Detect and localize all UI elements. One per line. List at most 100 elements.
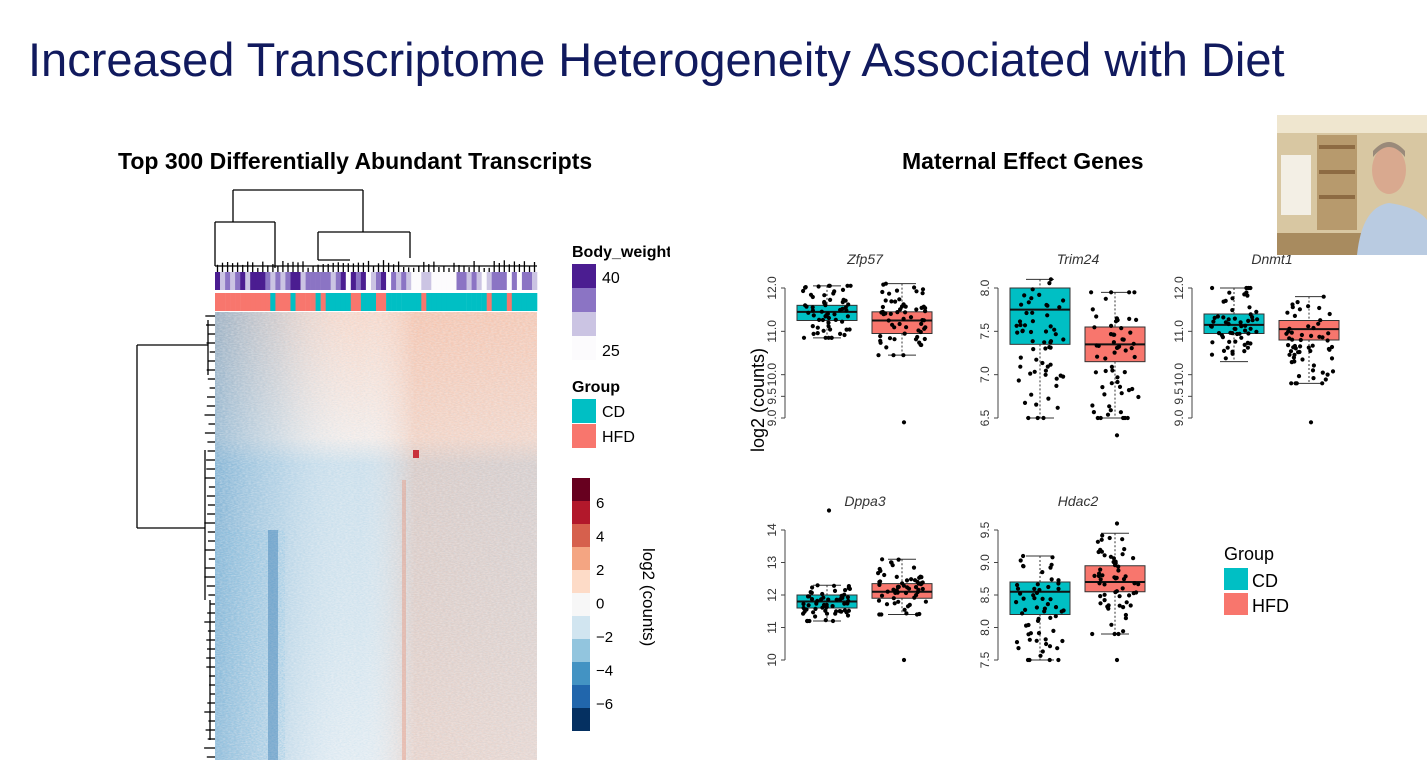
jitter-point bbox=[823, 335, 828, 340]
jitter-point bbox=[1090, 307, 1095, 312]
group-cell bbox=[396, 293, 402, 311]
color-legend-tick: 0 bbox=[596, 596, 604, 613]
jitter-point bbox=[1043, 372, 1048, 377]
jitter-point bbox=[1223, 320, 1228, 325]
jitter-point bbox=[1117, 384, 1123, 389]
group-cell bbox=[245, 293, 251, 311]
body-weight-cell bbox=[391, 272, 397, 290]
boxplot-panel-zfp57: Zfp57 9.0 9.510.0 11.0 12.0 bbox=[765, 251, 933, 426]
jitter-point bbox=[880, 289, 885, 295]
jitter-point bbox=[1112, 563, 1118, 568]
jitter-point bbox=[905, 585, 910, 590]
color-legend-swatch bbox=[572, 478, 590, 501]
group-cell bbox=[371, 293, 377, 311]
jitter-point bbox=[828, 297, 833, 302]
jitter-point bbox=[1288, 349, 1294, 354]
jitter-point bbox=[1327, 347, 1332, 352]
jitter-point bbox=[1040, 649, 1045, 654]
box-cd bbox=[1009, 581, 1071, 615]
jitter-point bbox=[1030, 339, 1035, 344]
jitter-point bbox=[889, 299, 894, 304]
jitter-point bbox=[1233, 339, 1238, 344]
boxplot-panel-trim24: Trim24 6.5 7.0 7.5 8.0 bbox=[978, 251, 1146, 438]
jitter-point bbox=[1209, 352, 1215, 357]
body-weight-cell bbox=[310, 272, 316, 290]
jitter-point bbox=[810, 308, 815, 313]
jitter-point bbox=[1294, 381, 1299, 386]
jitter-point bbox=[1289, 330, 1294, 335]
jitter-point bbox=[1221, 299, 1226, 304]
jitter-point bbox=[1136, 582, 1141, 587]
jitter-point bbox=[1226, 317, 1231, 322]
jitter-point bbox=[1098, 594, 1103, 599]
body-weight-legend-title: Body_weight bbox=[572, 244, 670, 261]
jitter-point bbox=[912, 578, 918, 583]
jitter-point bbox=[1119, 326, 1124, 331]
jitter-point bbox=[838, 597, 843, 602]
boxplot-legend-cd-label: CD bbox=[1252, 571, 1278, 591]
jitter-point bbox=[1208, 323, 1214, 329]
jitter-point bbox=[1232, 316, 1237, 321]
group-legend-hfd-key bbox=[572, 424, 596, 448]
jitter-point bbox=[826, 324, 831, 329]
color-legend-swatch bbox=[572, 524, 590, 547]
jitter-point bbox=[901, 316, 906, 321]
jitter-point bbox=[1098, 601, 1103, 606]
group-cell bbox=[381, 293, 387, 311]
jitter-point bbox=[1022, 400, 1028, 405]
color-legend-swatch bbox=[572, 570, 590, 593]
group-legend-title: Group bbox=[572, 379, 620, 396]
body-weight-annotation-bar bbox=[215, 272, 538, 290]
jitter-point bbox=[884, 602, 890, 607]
jitter-point bbox=[1109, 622, 1114, 627]
group-cell bbox=[250, 293, 256, 311]
body-weight-cell bbox=[506, 272, 513, 290]
jitter-point bbox=[1254, 329, 1259, 334]
jitter-point bbox=[1014, 323, 1019, 328]
jitter-point bbox=[1014, 640, 1020, 645]
jitter-point bbox=[892, 337, 897, 342]
outlier-point bbox=[901, 420, 907, 425]
jitter-point bbox=[1128, 603, 1133, 608]
jitter-point bbox=[885, 589, 890, 594]
jitter-point bbox=[822, 293, 827, 298]
body-weight-cell bbox=[225, 272, 231, 290]
jitter-point bbox=[1299, 332, 1304, 338]
jitter-point bbox=[811, 313, 816, 318]
body-weight-legend-max: 40 bbox=[602, 270, 620, 287]
jitter-point bbox=[1094, 343, 1099, 348]
jitter-point bbox=[1105, 412, 1111, 417]
jitter-point bbox=[830, 618, 836, 624]
jitter-point bbox=[1029, 296, 1034, 301]
jitter-point bbox=[923, 599, 928, 604]
jitter-point bbox=[918, 342, 923, 347]
jitter-point bbox=[1100, 573, 1105, 578]
group-cell bbox=[285, 293, 291, 311]
jitter-point bbox=[834, 597, 839, 602]
jitter-point bbox=[817, 317, 822, 322]
group-cell bbox=[486, 293, 492, 311]
jitter-point bbox=[820, 591, 825, 597]
jitter-point bbox=[1248, 341, 1253, 346]
jitter-point bbox=[1227, 339, 1232, 344]
jitter-point bbox=[923, 309, 928, 314]
jitter-point bbox=[810, 294, 815, 300]
jitter-point bbox=[878, 334, 883, 339]
jitter-point bbox=[1046, 584, 1051, 590]
jitter-point bbox=[801, 601, 806, 607]
group-cell bbox=[295, 293, 301, 311]
jitter-point bbox=[895, 310, 900, 315]
jitter-point bbox=[1037, 292, 1042, 297]
jitter-point bbox=[890, 322, 895, 327]
jitter-point bbox=[1032, 596, 1037, 601]
y-tick-label: 7.5 bbox=[978, 323, 992, 340]
jitter-point bbox=[815, 325, 820, 330]
group-cell bbox=[320, 293, 326, 311]
box-cd bbox=[1009, 287, 1071, 345]
jitter-point bbox=[1032, 586, 1037, 591]
body-weight-cell bbox=[451, 272, 457, 290]
jitter-point bbox=[896, 557, 901, 562]
jitter-point bbox=[829, 335, 834, 340]
jitter-point bbox=[1030, 319, 1035, 324]
jitter-point bbox=[1041, 415, 1046, 421]
